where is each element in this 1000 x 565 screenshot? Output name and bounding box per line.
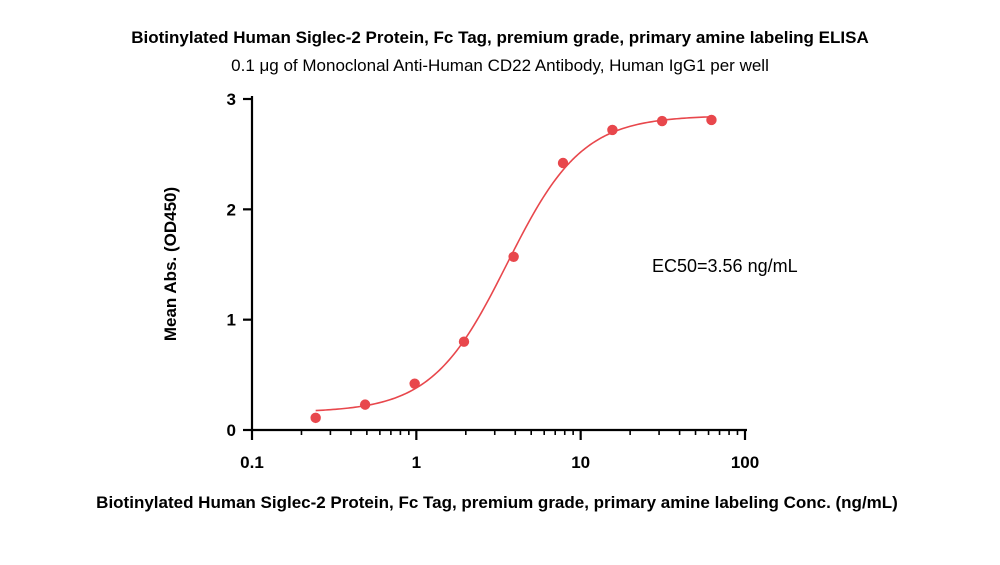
- data-point: [359, 399, 371, 410]
- data-point: [310, 412, 321, 424]
- data-point: [508, 251, 519, 262]
- data-points: [310, 114, 717, 424]
- y-tick-label: 0: [227, 421, 236, 440]
- ec50-annotation: EC50=3.56 ng/mL: [652, 256, 798, 276]
- axes: [250, 96, 747, 432]
- data-point: [557, 157, 569, 169]
- x-tick-label: 10: [571, 453, 590, 472]
- y-axis-title: Mean Abs. (OD450): [161, 187, 180, 341]
- x-tick-label: 100: [731, 453, 759, 472]
- chart-subtitle: 0.1 μg of Monoclonal Anti-Human CD22 Ant…: [231, 56, 769, 75]
- data-point: [706, 114, 717, 126]
- data-point: [607, 124, 618, 136]
- data-point: [656, 115, 668, 127]
- x-tick-label: 0.1: [240, 453, 264, 472]
- data-point: [409, 378, 420, 389]
- ticks: 0 1 2 3 0.1 1 10 100: [227, 90, 760, 472]
- x-tick-label: 1: [412, 453, 421, 472]
- y-tick-label: 3: [227, 90, 236, 109]
- y-tick-label: 1: [227, 311, 236, 330]
- fit-curve: [315, 116, 712, 412]
- data-point: [458, 336, 470, 347]
- chart-title: Biotinylated Human Siglec-2 Protein, Fc …: [131, 28, 869, 47]
- x-axis-title: Biotinylated Human Siglec-2 Protein, Fc …: [96, 493, 898, 512]
- y-tick-label: 2: [227, 200, 236, 219]
